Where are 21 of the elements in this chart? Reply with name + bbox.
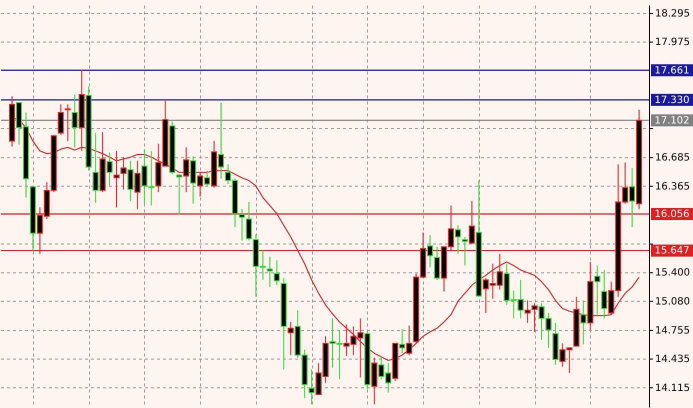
- y-tick-label: 15.400: [655, 268, 690, 279]
- ref-line-label: 17.330: [654, 94, 690, 106]
- candlestick: [274, 260, 280, 286]
- candlestick: [64, 104, 71, 142]
- y-tick-label: 17.975: [655, 37, 690, 48]
- y-tick-label: 16.685: [655, 152, 690, 164]
- ref-line-label: 15.647: [654, 246, 690, 257]
- ref-line-label: 17.102: [654, 115, 690, 126]
- y-tick-label: 14.755: [655, 325, 690, 336]
- candlestick: [238, 208, 245, 241]
- y-tick-label: 16.365: [655, 181, 690, 192]
- candlestick: [114, 150, 120, 208]
- candlestick: [58, 104, 64, 136]
- y-tick-label: 15.080: [655, 296, 690, 308]
- ref-line-label: 17.661: [654, 65, 690, 76]
- y-tick-label: 14.115: [655, 382, 690, 394]
- candlestick: [266, 256, 273, 288]
- y-tick-label: 14.435: [655, 354, 690, 366]
- y-tick-label: 18.295: [655, 8, 690, 20]
- candlestick: [246, 201, 252, 241]
- ref-line-label: 16.056: [654, 208, 690, 220]
